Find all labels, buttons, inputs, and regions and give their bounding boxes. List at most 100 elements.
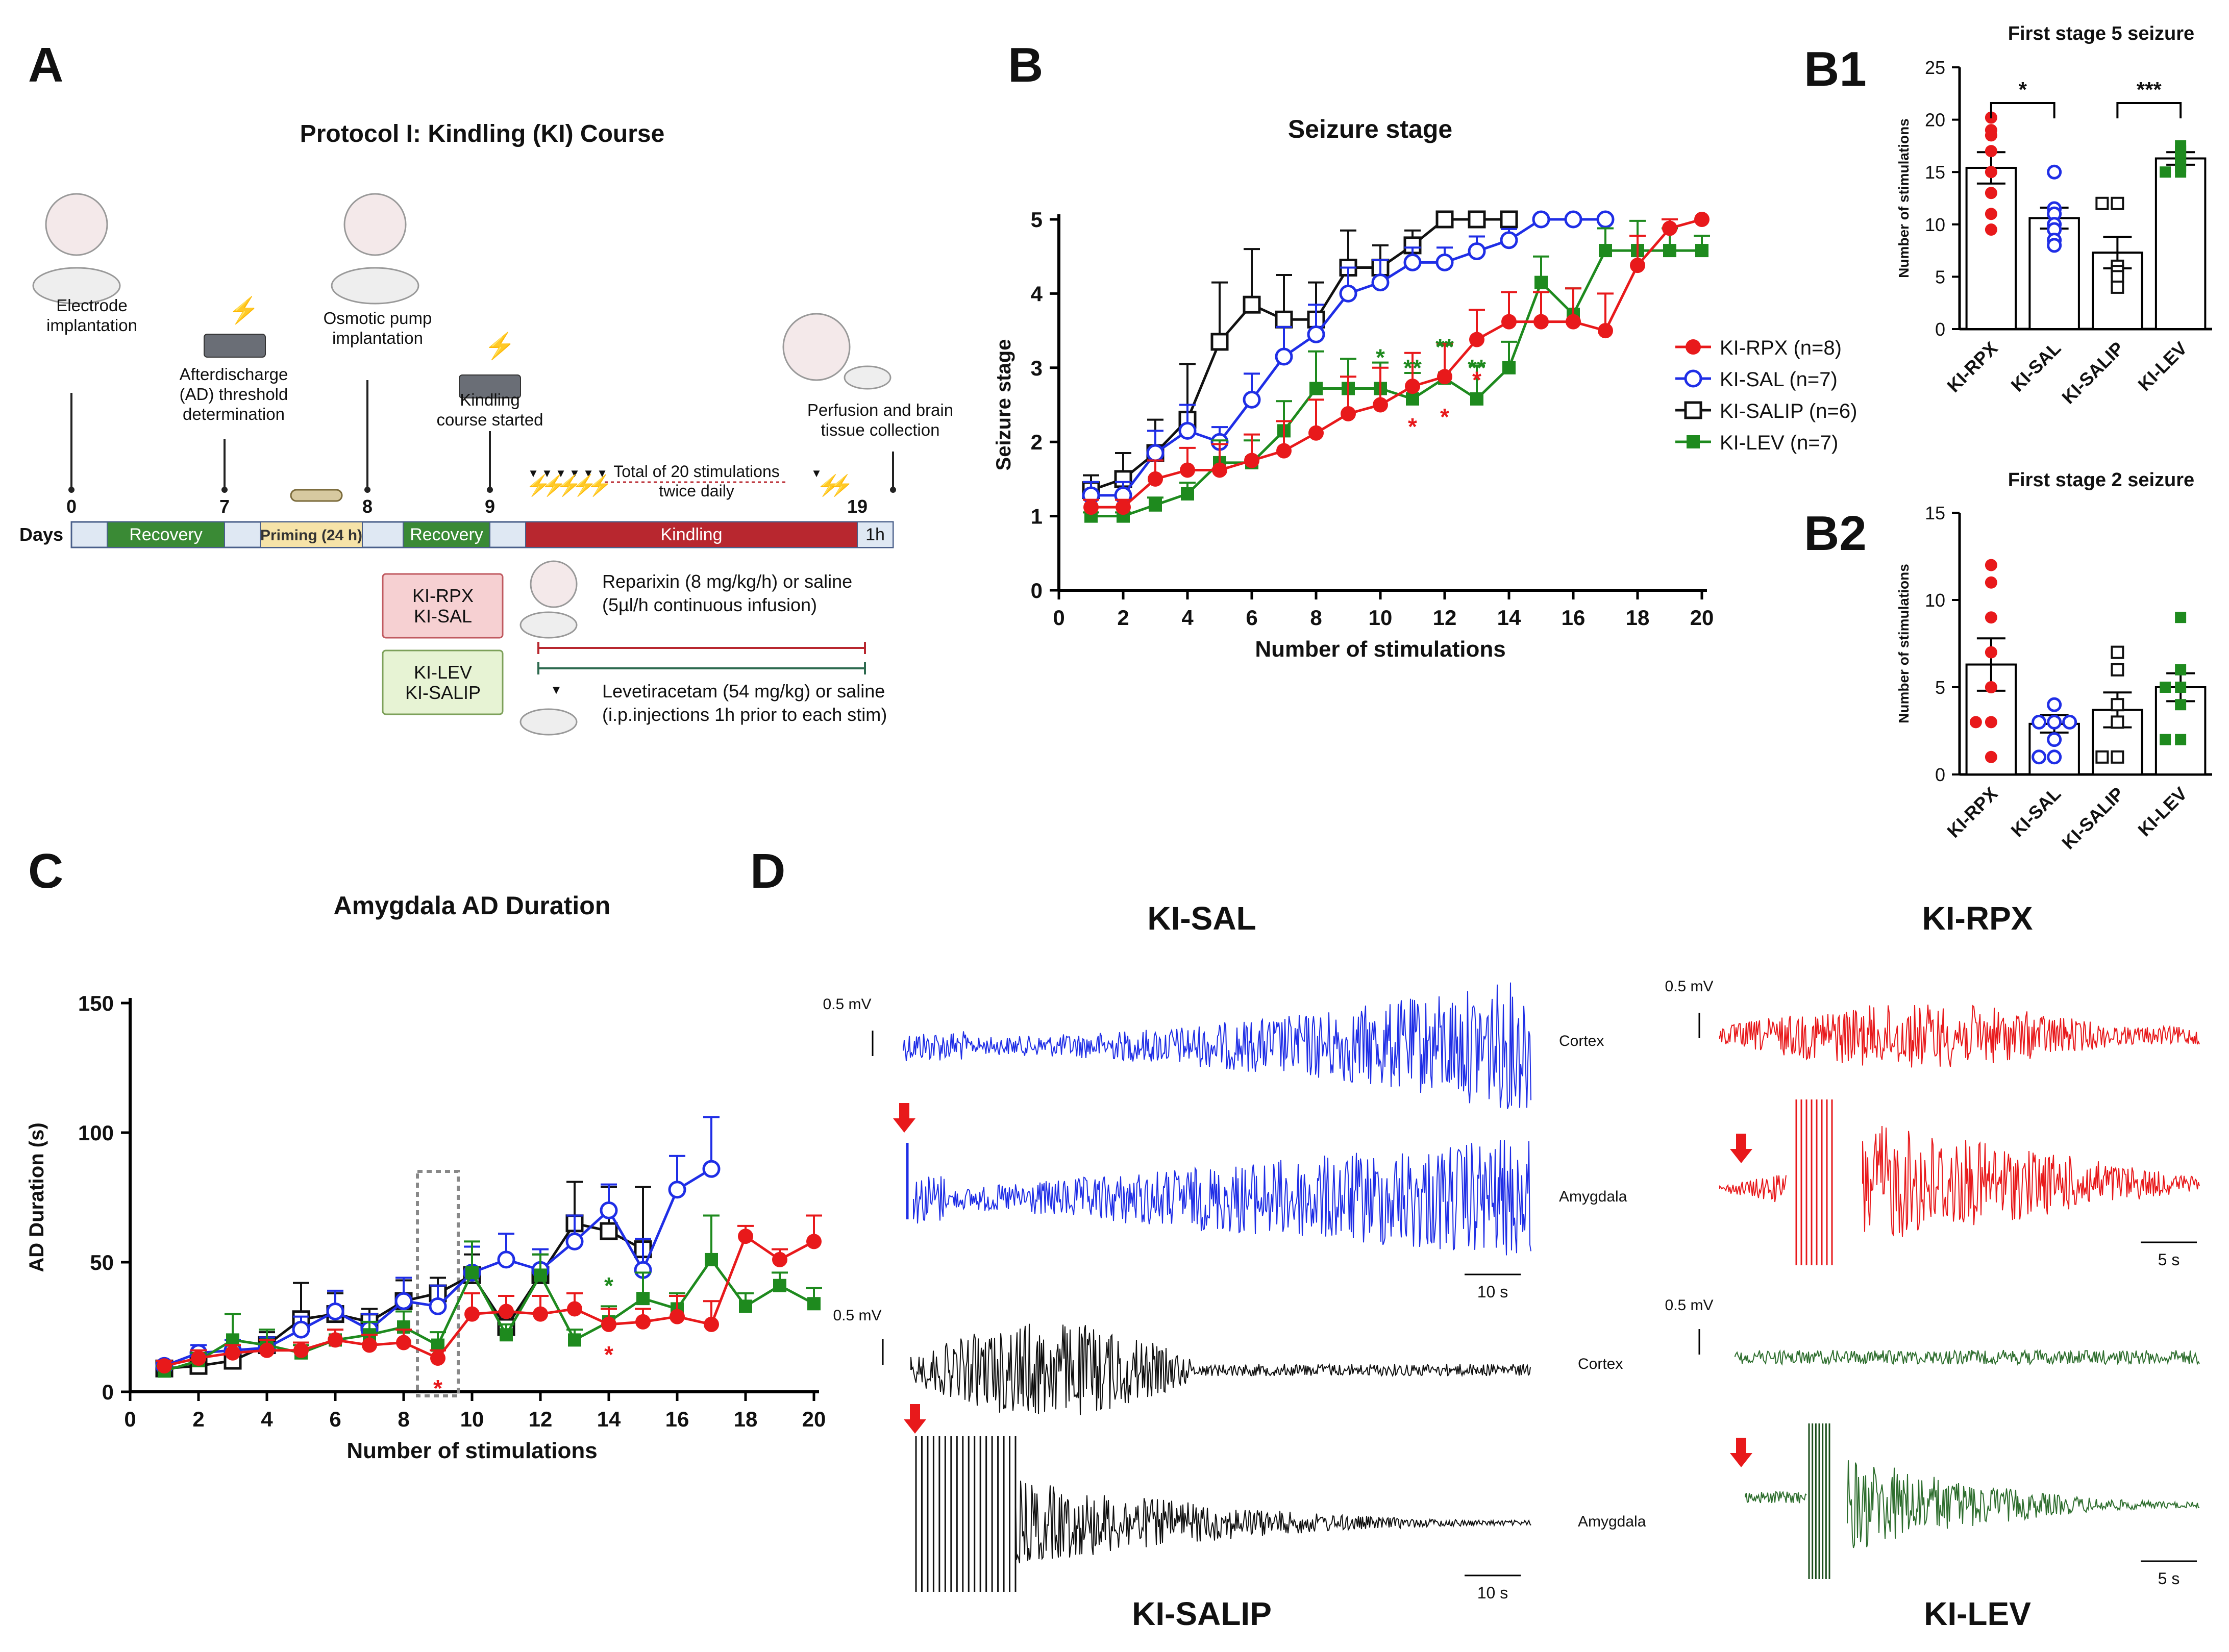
stimulation-marker: ▼ <box>597 467 608 480</box>
lightning-icon: ⚡ <box>484 331 516 361</box>
data-point-rpx <box>1985 646 1997 659</box>
significance-star: ** <box>1468 355 1486 381</box>
protocol-title: Protocol I: Kindling (KI) Course <box>300 120 665 147</box>
segment-recovery2 <box>403 521 490 548</box>
x-tick-label: 0 <box>1053 606 1064 630</box>
x-tick-label: 10 <box>460 1407 484 1431</box>
y-tick-label: 0 <box>102 1380 114 1404</box>
pump-icon <box>343 193 407 256</box>
x-category-label: KI-RPX <box>1943 338 2001 396</box>
lightning-icon: ⚡ <box>816 473 842 497</box>
data-point-sal <box>326 1303 344 1321</box>
x-axis-label: Number of stimulations <box>1255 637 1505 662</box>
data-point-rpx <box>635 1314 651 1330</box>
data-point-rpx <box>1985 166 1997 179</box>
stimulation-marker: ▼ <box>583 467 594 480</box>
data-point-sal <box>1500 231 1518 249</box>
lightning-icon: ⚡ <box>828 473 854 497</box>
x-category-label: KI-LEV <box>2134 338 2191 395</box>
y-tick-label: 10 <box>1925 590 1945 611</box>
data-point-rpx <box>1985 129 1997 142</box>
significance-bracket <box>1990 102 2055 118</box>
y-axis-label: Number of stimulations <box>1896 118 1912 278</box>
data-point-sal <box>429 1297 447 1315</box>
trace-label-sal-amygdala: Amygdala <box>1559 1188 1627 1205</box>
data-point-sal <box>2047 238 2062 253</box>
segment-label-final: 1h <box>865 525 885 544</box>
y-tick-label: 4 <box>1031 282 1043 306</box>
event-pin-dot <box>68 487 75 493</box>
data-point-rpx <box>1662 220 1677 236</box>
x-tick-label: 4 <box>261 1407 273 1431</box>
panel-letter-c: C <box>28 844 63 898</box>
day-tick-label: 0 <box>66 496 77 517</box>
y-tick-label: 5 <box>1935 677 1945 698</box>
data-point-salip <box>1500 210 1518 229</box>
pump-capsule-icon <box>290 489 343 502</box>
data-point-rpx <box>806 1234 822 1249</box>
stimulus-arrow-icon <box>1730 1134 1752 1163</box>
segment-label-kindling: Kindling <box>661 525 723 544</box>
data-point-sal <box>2032 749 2047 765</box>
mouse-icon <box>519 708 578 736</box>
significance-star: * <box>604 1341 613 1368</box>
protocol-panel: Protocol I: Kindling (KI) Course Days Reco… <box>19 120 953 736</box>
x-tick-label: 8 <box>1310 606 1322 630</box>
x-category-label: KI-SAL <box>2007 783 2065 841</box>
data-point-sal <box>2047 714 2062 730</box>
data-point-rpx <box>362 1337 377 1353</box>
data-point-rpx <box>1469 332 1484 347</box>
stimulation-marker: ▼ <box>555 467 566 480</box>
group2-label: KI-LEV KI-SALIP <box>405 662 481 703</box>
stimulation-marker: ▼ <box>541 467 553 480</box>
trace-title-sal: KI-SAL <box>1147 900 1256 937</box>
stimulation-marker: ▼ <box>528 467 539 480</box>
event-pin-dot <box>487 487 493 493</box>
x-category-label: KI-LEV <box>2134 783 2191 840</box>
trace-lev-amygdala <box>1847 1460 2199 1548</box>
x-tick-label: 20 <box>802 1407 826 1431</box>
data-point-rpx <box>430 1350 445 1366</box>
panel-letter-b: B <box>1008 38 1043 92</box>
data-point-lev <box>1663 244 1676 258</box>
series-rpx <box>1083 212 1710 515</box>
data-point-sal <box>394 1292 413 1310</box>
data-point-rpx <box>1985 716 1997 729</box>
series-lev <box>1083 219 1710 523</box>
data-point-rpx <box>225 1345 240 1361</box>
data-point-lev <box>1309 382 1323 395</box>
data-point-rpx <box>1985 208 1997 220</box>
event-pin-dot <box>221 487 228 493</box>
mouse-icon <box>519 611 578 639</box>
segment-priming <box>260 521 363 548</box>
y-tick-label: 15 <box>1925 503 1945 523</box>
data-point-sal <box>2047 732 2062 747</box>
y-tick-label: 150 <box>78 991 114 1015</box>
highlight-box <box>416 1170 460 1397</box>
group1-text: Reparixin (8 mg/kg/h) or saline (5µl/h co… <box>602 571 852 615</box>
y-tick-label: 5 <box>1935 266 1945 287</box>
data-point-sal <box>668 1181 686 1199</box>
trace-salip-cortex <box>910 1323 1531 1415</box>
legend-label-salip: KI-SALIP (n=6) <box>1720 400 1857 422</box>
segment-recovery1 <box>107 521 225 548</box>
x-tick-label: 4 <box>1181 606 1194 630</box>
x-tick-label: 10 <box>1369 606 1393 630</box>
y-tick-label: 1 <box>1031 505 1043 529</box>
data-point-rpx <box>1969 716 1982 729</box>
y-tick-label: 20 <box>1925 110 1945 131</box>
data-point-rpx <box>464 1306 480 1322</box>
data-point-sal <box>1275 347 1293 366</box>
panel-letter-b2: B2 <box>1804 506 1867 561</box>
lightning-icon: ⚡ <box>572 473 597 497</box>
data-point-lev <box>1502 361 1516 374</box>
trace-rpx-cortex <box>1719 1005 2200 1068</box>
lightning-icon: ⚡ <box>541 473 566 497</box>
panel-letter-d: D <box>750 844 785 898</box>
data-point-sal <box>1564 210 1582 229</box>
data-point-lev <box>2160 682 2171 693</box>
data-point-rpx <box>328 1332 343 1348</box>
y-axis-label: Seizure stage <box>993 339 1015 471</box>
scale-time-salip: 10 s <box>1477 1584 1508 1602</box>
x-tick-label: 16 <box>1562 606 1586 630</box>
